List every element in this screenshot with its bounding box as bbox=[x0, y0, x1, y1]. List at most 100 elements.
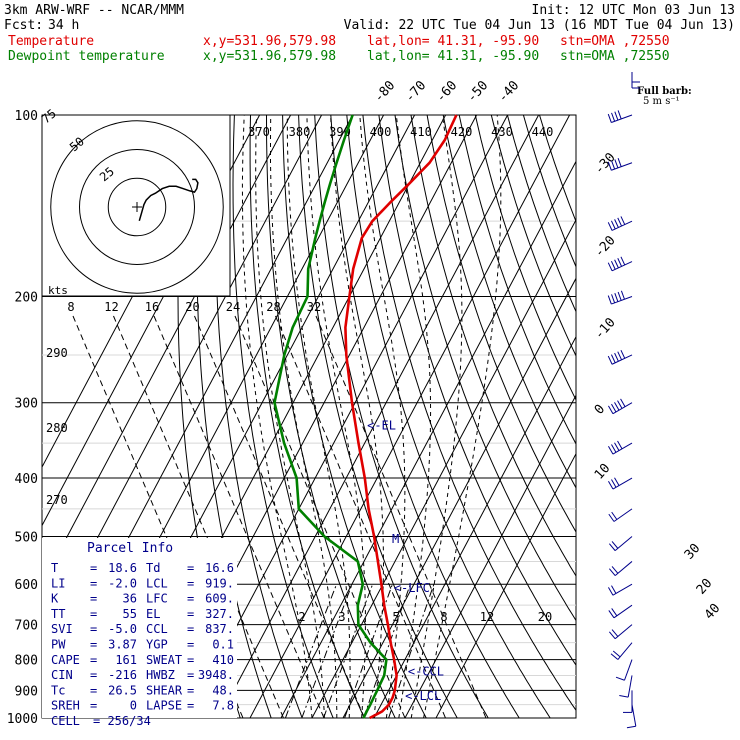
wind-barb bbox=[608, 624, 633, 640]
parcel-eq: = bbox=[90, 607, 97, 621]
dewpoint-xy: x,y=531.96,579.98 bbox=[203, 49, 336, 64]
dry-adiabat-330 bbox=[314, 115, 489, 718]
isobar-label-300: 300 bbox=[15, 397, 38, 412]
wind-barb-flag bbox=[611, 160, 616, 170]
wind-barb bbox=[607, 110, 633, 123]
isotherm-label-0: 0 bbox=[592, 402, 608, 418]
isobar-label-200: 200 bbox=[15, 291, 38, 306]
parcel-value-el: 327. bbox=[205, 607, 234, 621]
hodograph-units: kts bbox=[48, 284, 68, 297]
hodograph-ring-75 bbox=[50, 120, 224, 294]
wind-barb-flag bbox=[608, 568, 616, 576]
wind-barb-flag bbox=[608, 513, 615, 522]
level-marker-lfc: <-LFC bbox=[394, 581, 430, 595]
level-markers: <-EL M <-LFC <-CCL <-LCL bbox=[367, 418, 444, 703]
sounding-profiles bbox=[273, 114, 458, 720]
parcel-key-cell: CELL bbox=[51, 714, 80, 728]
theta-label-280: 280 bbox=[46, 421, 68, 435]
wind-barb-flag bbox=[614, 477, 620, 486]
dry-adiabat-370 bbox=[378, 115, 576, 666]
wind-barb bbox=[608, 440, 633, 455]
parcel-eq: = bbox=[90, 561, 97, 575]
theta-label-370: 370 bbox=[248, 125, 270, 139]
level-marker-ccl: <-CCL bbox=[408, 664, 444, 678]
wind-barb bbox=[615, 659, 633, 681]
wind-barb-staff bbox=[614, 561, 633, 576]
parcel-value-cell: = 256/34 bbox=[93, 714, 151, 728]
wind-barb-flag bbox=[620, 290, 625, 300]
wind-barb bbox=[607, 216, 633, 231]
mixing-ratio-label-20: 20 bbox=[538, 610, 552, 624]
temperature-station: stn=OMA ,72550 bbox=[560, 34, 670, 49]
wind-barb-flag bbox=[617, 291, 622, 301]
wind-barb-staff bbox=[611, 354, 633, 365]
wind-barb bbox=[607, 290, 633, 305]
temperature-profile bbox=[344, 114, 458, 720]
wind-barb bbox=[619, 675, 633, 698]
wind-barb-flag bbox=[617, 110, 622, 120]
parcel-key-cin: CIN bbox=[51, 668, 73, 682]
moist-adiabat-4 bbox=[255, 115, 325, 718]
moist-adiabat-28 bbox=[395, 115, 432, 718]
isotherm-label-text--30: -30 bbox=[592, 150, 619, 177]
mixing-ratio-upper-label-16: 16 bbox=[145, 300, 159, 314]
isobar-label-800: 800 bbox=[15, 654, 38, 669]
parcel-key-hwbz: HWBZ bbox=[146, 668, 175, 682]
forecast-label: Fcst: bbox=[4, 18, 43, 33]
moist-adiabat-0 bbox=[241, 115, 313, 718]
isobar-label-600: 600 bbox=[15, 578, 38, 593]
temperature-latlon: lat,lon= 41.31, -95.90 bbox=[367, 34, 539, 49]
wind-barb-flag bbox=[611, 511, 618, 520]
level-marker-el: <-EL bbox=[367, 418, 396, 432]
wind-barb-flag bbox=[615, 676, 625, 681]
moist-adiabat-8 bbox=[270, 115, 338, 718]
theta-label-270: 270 bbox=[46, 493, 68, 507]
wind-barb-flag bbox=[607, 161, 612, 171]
parcel-key-li: LI bbox=[51, 576, 65, 590]
parcel-key-tc: Tc bbox=[51, 683, 65, 697]
wind-barb-flag bbox=[610, 653, 619, 660]
barb-legend-unit: 5 m s⁻¹ bbox=[643, 96, 680, 107]
wind-barb-flag bbox=[617, 158, 622, 167]
theta-label-420: 420 bbox=[451, 125, 473, 139]
theta-label-400: 400 bbox=[370, 125, 392, 139]
wind-barb bbox=[608, 508, 633, 522]
parcel-eq: = bbox=[187, 561, 194, 575]
isotherm-label--30: -30 bbox=[592, 150, 619, 177]
theta-label-380: 380 bbox=[289, 125, 311, 139]
wind-barb-flag bbox=[611, 566, 619, 574]
parcel-eq: = bbox=[187, 683, 194, 697]
dry-adiabat-440 bbox=[490, 115, 576, 357]
parcel-eq: = bbox=[187, 638, 194, 652]
dewpoint-station: stn=OMA ,72550 bbox=[560, 49, 670, 64]
dry-adiabat-420 bbox=[458, 115, 576, 445]
wind-barb bbox=[608, 398, 633, 415]
wind-barb-flag bbox=[608, 631, 616, 640]
parcel-value-tc: 26.5 bbox=[108, 683, 137, 697]
mixing-ratio-upper-line-2 bbox=[153, 315, 325, 718]
wind-barb-flag bbox=[620, 349, 626, 359]
hodograph-ring-25 bbox=[107, 177, 167, 237]
isotherm-10 bbox=[342, 277, 576, 718]
wind-barb-flag bbox=[617, 400, 623, 409]
wind-barb-staff bbox=[624, 659, 633, 681]
wind-barb bbox=[626, 704, 637, 729]
mixing-ratio-label-3: 3 bbox=[338, 610, 345, 624]
wind-barb-flag bbox=[614, 159, 619, 169]
isotherm--20 bbox=[249, 115, 571, 718]
wind-barb-flag bbox=[614, 219, 619, 228]
isotherm-label-30: 30 bbox=[682, 541, 704, 563]
forecast-hour: 34 h bbox=[48, 18, 79, 33]
parcel-key-sreh: SREH bbox=[51, 699, 80, 713]
wind-barb-flag bbox=[608, 405, 614, 414]
wind-barb bbox=[608, 477, 633, 490]
isotherm-label-text-30: 30 bbox=[682, 541, 704, 563]
wind-barb bbox=[607, 256, 633, 272]
parcel-value-ccl: 837. bbox=[205, 622, 234, 636]
parcel-eq: = bbox=[187, 668, 194, 682]
parcel-value-lapse: 7.8 bbox=[212, 699, 234, 713]
wind-barb-flag bbox=[617, 351, 623, 361]
parcel-key-tt: TT bbox=[51, 607, 65, 621]
